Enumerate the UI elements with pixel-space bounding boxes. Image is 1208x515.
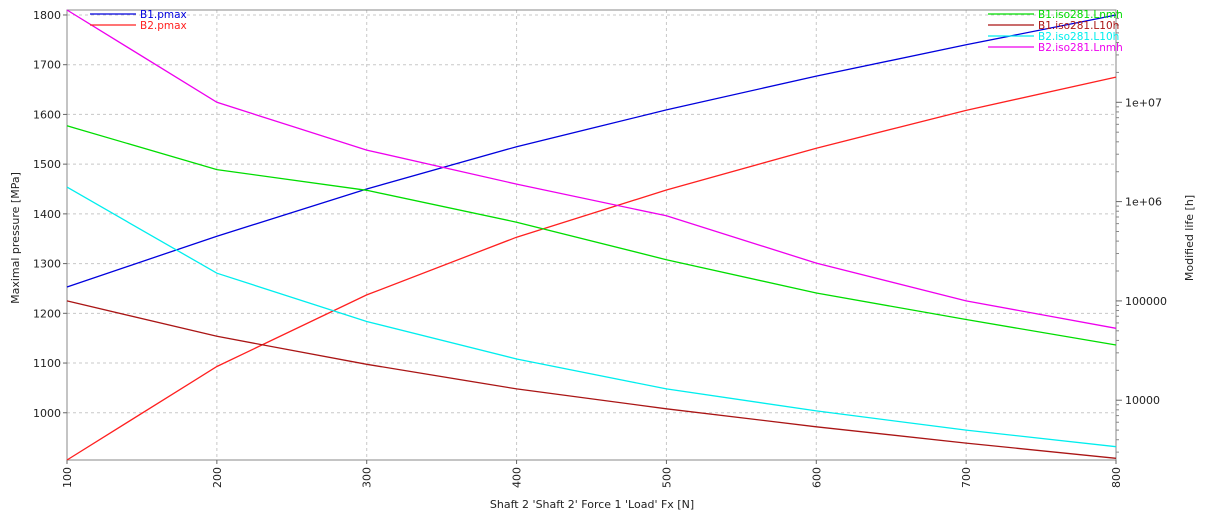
- plot-frame: [66, 9, 1117, 461]
- x-tick-label: 400: [511, 467, 524, 488]
- grid: [66, 10, 1117, 460]
- legend-label: B1.iso281.L10h: [1038, 20, 1119, 32]
- series-line-b2-pmax: [66, 76, 1117, 461]
- x-tick-label: 300: [361, 467, 374, 488]
- legend-label: B2.iso281.Lnmh: [1038, 42, 1123, 54]
- x-tick-label: 800: [1110, 467, 1123, 488]
- y-tick-label: 1300: [33, 258, 61, 271]
- legend-label: B1.pmax: [140, 9, 187, 21]
- y2-tick-label: 100000: [1125, 295, 1167, 308]
- x-tick-label: 500: [660, 467, 673, 488]
- series-line-b1-iso281-lnmh: [66, 125, 1117, 346]
- x-tick-label: 100: [61, 467, 74, 488]
- x-tick-label: 600: [810, 467, 823, 488]
- y-tick-label: 1700: [33, 59, 61, 72]
- series-line-b1-iso281-l10h: [66, 300, 1117, 459]
- series-line-b2-iso281-l10h: [66, 186, 1117, 448]
- legend-label: B2.pmax: [140, 20, 187, 32]
- y2-axis-title: Modified life [h]: [1183, 195, 1196, 281]
- y-axis-ticks: 1000 1100 1200 1300 1400 1500 1600 1700 1800: [33, 9, 67, 420]
- x-axis-ticks: 100 200 300 400 500 600 700 800: [61, 460, 1123, 488]
- y2-tick-label: 1e+07: [1125, 96, 1162, 109]
- x-tick-label: 700: [960, 467, 973, 488]
- y-axis-title: Maximal pressure [MPa]: [9, 172, 22, 304]
- x-axis-title: Shaft 2 'Shaft 2' Force 1 'Load' Fx [N]: [490, 498, 694, 511]
- y-tick-label: 1100: [33, 357, 61, 370]
- y2-tick-label: 10000: [1125, 394, 1160, 407]
- x-tick-label: 200: [211, 467, 224, 488]
- series-line-b2-iso281-lnmh: [66, 9, 1117, 329]
- legend-label: B2.iso281.L10h: [1038, 31, 1119, 43]
- y2-tick-label: 1e+06: [1125, 196, 1162, 209]
- series-line-b1-pmax: [66, 14, 1117, 288]
- y-tick-label: 1500: [33, 158, 61, 171]
- y-tick-label: 1200: [33, 307, 61, 320]
- series-lines: [66, 9, 1117, 461]
- legend-label: B1.iso281.Lnmh: [1038, 9, 1123, 21]
- y-tick-label: 1800: [33, 9, 61, 22]
- y-tick-label: 1000: [33, 407, 61, 420]
- y2-axis-ticks: 10000 100000 1e+06 1e+07: [1116, 12, 1167, 453]
- y-tick-label: 1400: [33, 208, 61, 221]
- y-tick-label: 1600: [33, 108, 61, 121]
